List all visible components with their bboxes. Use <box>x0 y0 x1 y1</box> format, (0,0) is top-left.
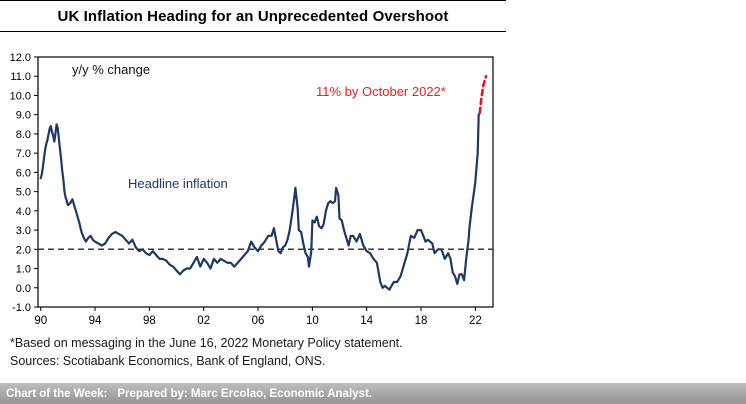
svg-text:02: 02 <box>197 315 210 327</box>
svg-text:12.0: 12.0 <box>10 52 31 64</box>
svg-text:-1.0: -1.0 <box>12 302 31 314</box>
svg-text:10: 10 <box>306 315 319 327</box>
headline-inflation-label: Headline inflation <box>128 176 228 191</box>
svg-text:11.0: 11.0 <box>10 71 31 83</box>
svg-text:18: 18 <box>415 315 428 327</box>
svg-text:0.0: 0.0 <box>16 283 31 295</box>
svg-text:6.0: 6.0 <box>16 167 31 179</box>
forecast-annotation: 11% by October 2022* <box>316 84 446 99</box>
svg-text:4.0: 4.0 <box>16 206 31 218</box>
svg-text:94: 94 <box>89 315 102 327</box>
svg-text:06: 06 <box>252 315 265 327</box>
svg-text:98: 98 <box>143 315 156 327</box>
svg-text:10.0: 10.0 <box>10 90 31 102</box>
svg-text:8.0: 8.0 <box>16 129 31 141</box>
footnote-asterisk: *Based on messaging in the June 16, 2022… <box>10 336 403 350</box>
svg-text:3.0: 3.0 <box>16 225 31 237</box>
svg-text:22: 22 <box>469 315 482 327</box>
page-title: UK Inflation Heading for an Unprecedente… <box>57 8 449 25</box>
svg-text:14: 14 <box>360 315 373 327</box>
footnote-sources: Sources: Scotiabank Economics, Bank of E… <box>10 354 326 368</box>
svg-text:2.0: 2.0 <box>16 244 31 256</box>
footer-bar: Chart of the Week: Prepared by: Marc Erc… <box>0 383 746 404</box>
units-annotation: y/y % change <box>72 62 151 77</box>
footer-bar-prefix: Chart of the Week: <box>6 387 108 400</box>
svg-text:5.0: 5.0 <box>16 187 31 199</box>
svg-text:90: 90 <box>34 315 47 327</box>
svg-text:1.0: 1.0 <box>16 264 31 276</box>
svg-text:7.0: 7.0 <box>16 148 31 160</box>
footer-bar-text: Prepared by: Marc Ercolao, Economic Anal… <box>117 387 372 400</box>
svg-text:9.0: 9.0 <box>16 110 31 122</box>
chart-header: UK Inflation Heading for an Unprecedente… <box>0 0 506 32</box>
